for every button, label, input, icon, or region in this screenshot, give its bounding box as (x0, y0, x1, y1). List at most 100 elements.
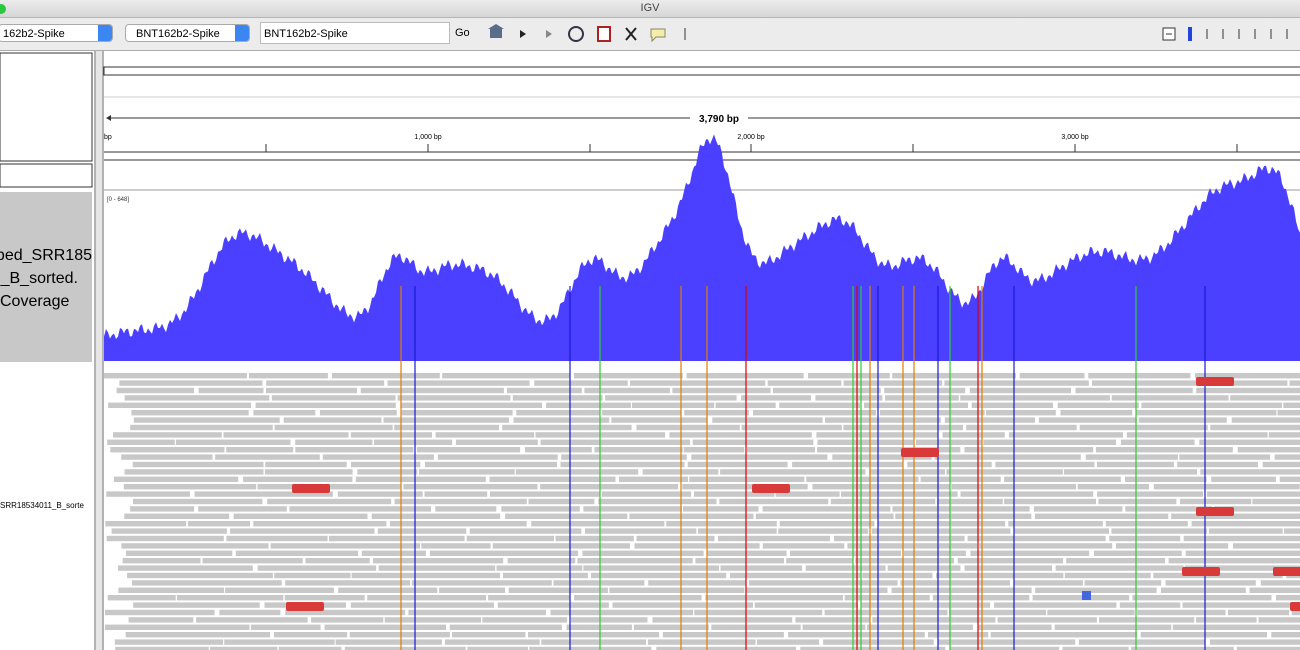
read (408, 609, 546, 616)
ruler-label: 2,000 bp (737, 134, 764, 141)
read (133, 602, 260, 608)
read (682, 484, 808, 490)
read (808, 373, 890, 379)
read (529, 646, 652, 650)
read (944, 417, 1035, 423)
locus-input[interactable]: BNT162b2-Spike (260, 22, 450, 44)
read (202, 558, 303, 564)
read (1275, 595, 1300, 601)
read (983, 439, 1116, 445)
read (928, 632, 989, 638)
read (210, 646, 278, 650)
refresh-icon[interactable] (568, 26, 584, 42)
read (1019, 373, 1085, 379)
read (127, 572, 273, 579)
read (1084, 580, 1162, 586)
read (1283, 528, 1300, 534)
read (528, 498, 595, 505)
genome-text: 162b2-Spike (3, 28, 65, 40)
read (1172, 624, 1300, 630)
read (105, 521, 187, 527)
read (1171, 513, 1300, 519)
discordant-read (1182, 567, 1220, 576)
forward-icon[interactable] (546, 30, 552, 38)
read (1098, 498, 1177, 505)
read (515, 469, 639, 475)
read (719, 498, 829, 505)
read (1228, 609, 1290, 616)
read (250, 624, 321, 630)
read (319, 410, 397, 416)
read (528, 632, 660, 638)
read (1211, 476, 1276, 482)
read (452, 632, 526, 638)
read (830, 498, 936, 505)
read (1252, 498, 1300, 505)
read (196, 617, 308, 623)
read-base (1082, 591, 1091, 600)
read (1013, 580, 1083, 586)
read (1279, 476, 1300, 482)
zoom-slider[interactable] (1188, 27, 1192, 41)
read (891, 587, 1032, 593)
read (1092, 380, 1218, 386)
read (602, 491, 692, 497)
read (508, 587, 608, 593)
read (985, 410, 1056, 416)
read (800, 646, 946, 650)
read (503, 572, 588, 579)
read (602, 410, 681, 416)
genome-dropdown[interactable]: 162b2-Spike (0, 24, 113, 42)
read (243, 476, 353, 482)
attribute-divider (96, 51, 102, 650)
read (411, 580, 552, 586)
read (691, 454, 828, 460)
read (1047, 609, 1135, 616)
read (1055, 565, 1184, 571)
resize-icon[interactable] (625, 27, 637, 41)
read (176, 595, 284, 601)
roi-icon[interactable] (597, 26, 611, 42)
read (1132, 595, 1272, 601)
read (133, 498, 263, 505)
read (351, 572, 501, 579)
read (1126, 432, 1268, 438)
read (966, 424, 1077, 431)
read (892, 506, 1030, 512)
read (516, 410, 601, 416)
read (235, 550, 359, 556)
read (577, 558, 693, 564)
go-button[interactable]: Go (455, 27, 470, 39)
read (1271, 632, 1300, 638)
read (631, 402, 715, 408)
back-icon[interactable] (520, 30, 526, 38)
read (745, 587, 888, 593)
read (730, 572, 862, 579)
read (1185, 550, 1300, 556)
read (711, 624, 801, 630)
read (1231, 417, 1300, 423)
read (421, 543, 491, 549)
read (1268, 432, 1300, 438)
popup-icon[interactable] (650, 28, 666, 43)
read (1075, 387, 1193, 394)
read (105, 609, 215, 616)
read (666, 521, 777, 527)
read (555, 535, 634, 542)
chromosome-dropdown[interactable]: BNT162b2-Spike (125, 24, 250, 42)
read (350, 461, 421, 468)
read (609, 587, 745, 593)
read (812, 484, 950, 490)
read (686, 373, 804, 379)
window-button[interactable] (0, 4, 6, 14)
home-icon[interactable] (488, 24, 504, 38)
read (130, 506, 195, 512)
read (887, 565, 961, 571)
read (418, 469, 515, 475)
read (749, 580, 898, 586)
read (687, 461, 788, 468)
read (489, 476, 616, 482)
read (817, 447, 961, 453)
read (1097, 491, 1204, 497)
read (335, 639, 442, 645)
